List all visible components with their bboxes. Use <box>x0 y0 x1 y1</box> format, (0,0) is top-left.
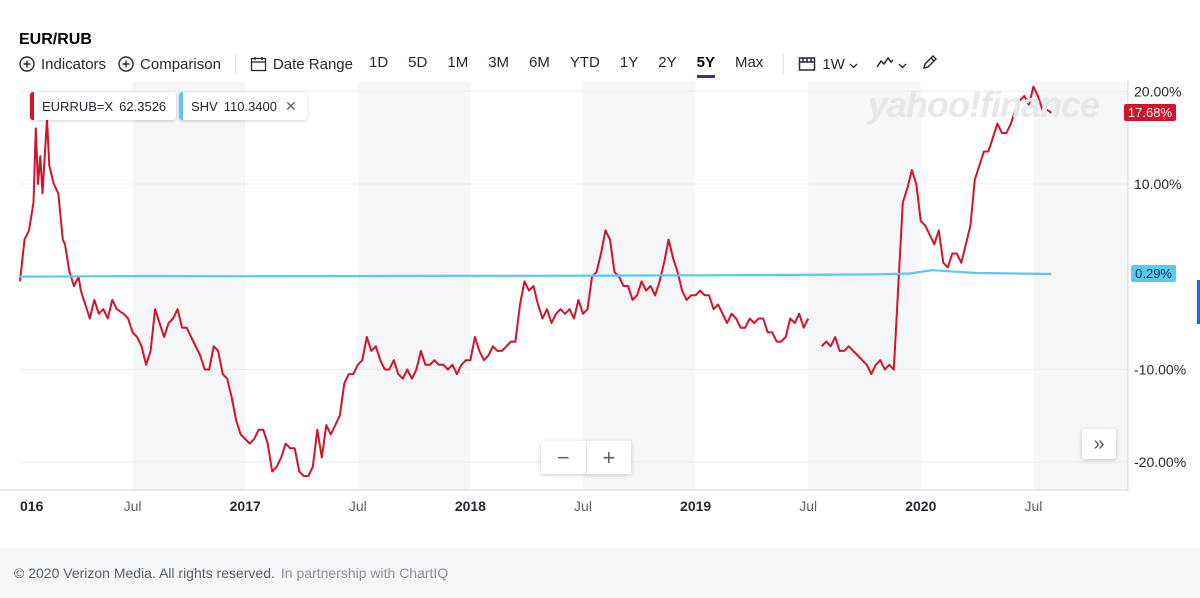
grid-band <box>1033 82 1128 490</box>
y-tick-label: 10.00% <box>1134 176 1181 192</box>
x-tick-label: Jul <box>1024 498 1042 514</box>
range-1d[interactable]: 1D <box>368 54 389 71</box>
range-5y[interactable]: 5Y <box>696 54 716 78</box>
legend-series-shv[interactable]: SHV 110.3400 ✕ <box>179 92 307 120</box>
legend-series-eurrub[interactable]: EURRUB=X 62.3526 <box>30 92 177 120</box>
interval-dropdown[interactable]: 1W <box>798 56 858 73</box>
zoom-out-button[interactable]: − <box>556 444 570 470</box>
grid-band <box>808 82 921 490</box>
y-tick-label: -10.00% <box>1134 361 1186 377</box>
date-range-button[interactable]: Date Range <box>250 56 353 73</box>
chevron-down-icon <box>898 56 907 73</box>
range-selector: 1D 5D 1M 3M 6M YTD 1Y 2Y 5Y Max <box>368 54 783 78</box>
toolbar-divider <box>234 54 236 74</box>
x-tick-label: Jul <box>574 498 592 514</box>
footer-copyright: © 2020 Verizon Media. All rights reserve… <box>14 565 275 581</box>
price-chart[interactable]: 20.00% 10.00% -10.00% -20.00% 016 Jul 2017 Jul 2… <box>0 80 1200 520</box>
current-value-tag-shv: 0.29% <box>1131 265 1176 283</box>
range-6m[interactable]: 6M <box>529 54 550 71</box>
plus-circle-icon <box>19 56 35 72</box>
grid-band <box>357 82 471 490</box>
toolbar-divider <box>783 54 785 74</box>
calendar-icon <box>250 56 267 72</box>
footer: © 2020 Verizon Media. All rights reserve… <box>0 548 1200 598</box>
legend-label-eurrub: EURRUB=X <box>42 98 114 114</box>
chart-title: EUR/RUB <box>19 31 92 48</box>
yahoo-finance-watermark: yahoo!finance <box>868 84 1100 125</box>
x-tick-label: 2017 <box>230 498 261 514</box>
x-tick-label: Jul <box>349 498 367 514</box>
pencil-icon <box>921 54 938 75</box>
indicators-button[interactable]: Indicators <box>19 56 106 73</box>
legend-swatch-shv <box>179 92 183 120</box>
x-tick-label: 2019 <box>680 498 711 514</box>
series-line-shv <box>19 269 1052 278</box>
range-3m[interactable]: 3M <box>488 54 510 71</box>
series-line-eurrub-x <box>19 118 810 478</box>
grid-band <box>132 82 246 490</box>
range-ytd[interactable]: YTD <box>569 54 600 71</box>
current-value-tag-eurrub: 17.68% <box>1123 103 1176 121</box>
plus-circle-icon <box>118 56 134 72</box>
chevron-down-icon <box>849 56 858 73</box>
range-5d[interactable]: 5D <box>408 54 428 71</box>
legend-swatch-eurrub <box>30 92 34 120</box>
x-tick-label: 2018 <box>455 498 486 514</box>
comparison-button[interactable]: Comparison <box>118 56 221 73</box>
range-2y[interactable]: 2Y <box>658 54 677 71</box>
legend-label-shv: SHV <box>191 98 218 114</box>
legend-close-icon[interactable]: ✕ <box>285 97 297 114</box>
line-chart-icon <box>876 55 894 73</box>
chart-type-dropdown[interactable] <box>876 55 907 73</box>
draw-button[interactable] <box>921 54 938 75</box>
footer-partner: In partnership with ChartIQ <box>280 565 449 581</box>
indicators-label: Indicators <box>41 55 107 73</box>
expand-chart-button[interactable]: » <box>1082 429 1116 459</box>
date-range-label: Date Range <box>272 55 353 73</box>
comparison-label: Comparison <box>140 55 221 73</box>
range-1m[interactable]: 1M <box>447 54 469 71</box>
side-panel-tab[interactable] <box>1197 280 1200 324</box>
zoom-controls: − + <box>541 441 631 474</box>
range-max[interactable]: Max <box>734 54 764 71</box>
y-tick-label: -20.00% <box>1134 454 1186 470</box>
range-1y[interactable]: 1Y <box>619 54 639 71</box>
x-tick-label: 016 <box>20 498 44 514</box>
x-tick-label: Jul <box>799 498 817 514</box>
candle-icon <box>798 56 816 72</box>
x-tick-label: 2020 <box>905 498 936 514</box>
legend-value-shv: 110.3400 <box>223 98 277 114</box>
zoom-in-button[interactable]: + <box>585 441 632 474</box>
chart-toolbar: Indicators Comparison Date Range 1D 5D 1M 3… <box>19 52 938 78</box>
x-tick-label: Jul <box>124 498 142 514</box>
interval-label: 1W <box>822 55 845 73</box>
series-line-eurrub-x <box>820 85 1052 376</box>
y-tick-label: 20.00% <box>1134 83 1181 99</box>
legend-value-eurrub: 62.3526 <box>119 98 167 114</box>
